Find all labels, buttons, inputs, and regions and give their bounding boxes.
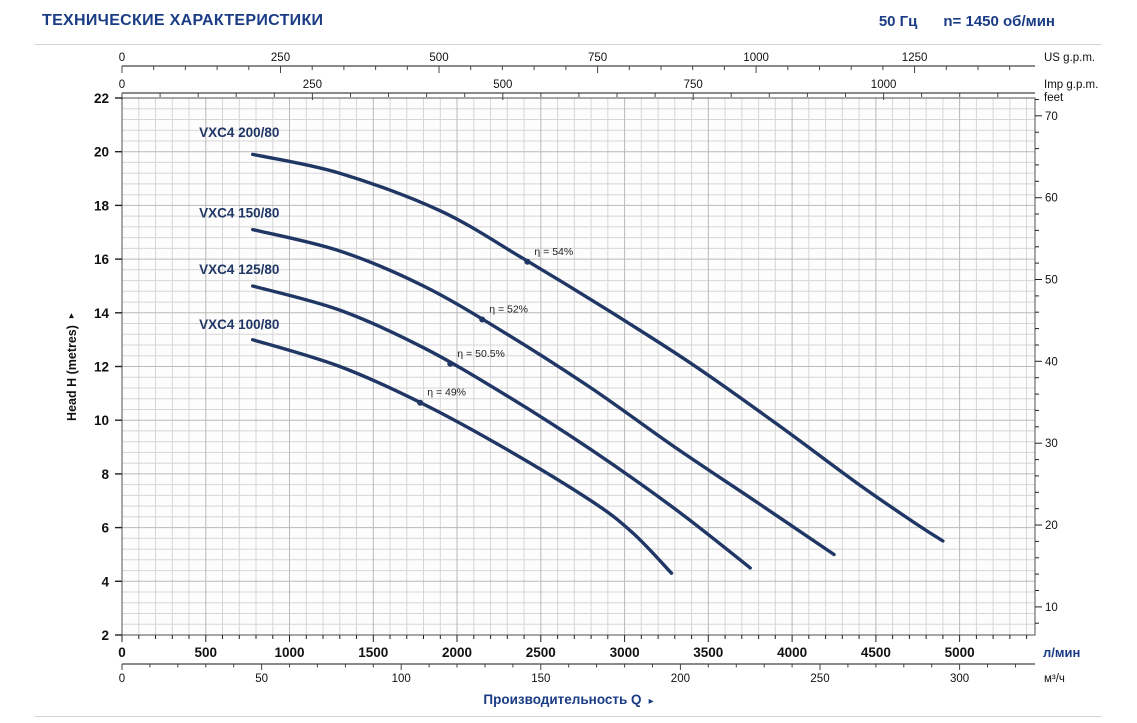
x-axis-tick-label: 5000 — [945, 645, 975, 660]
efficiency-label: η = 50.5% — [457, 348, 505, 360]
frequency-label: 50 Гц — [878, 13, 918, 30]
feet-tick-label: 50 — [1045, 275, 1058, 287]
top-axis-unit-label: US g.p.m. — [1044, 52, 1095, 64]
x-axis-tick-label: 3500 — [693, 645, 723, 660]
m3h-tick-label: 200 — [671, 673, 690, 685]
m3h-tick-label: 100 — [392, 673, 411, 685]
y-axis-tick-label: 4 — [101, 574, 109, 589]
top-axis-tick-label: 750 — [684, 79, 703, 91]
efficiency-label: η = 49% — [427, 387, 466, 399]
top-axis-tick-label: 0 — [119, 52, 125, 64]
top-axis-tick-label: 1250 — [902, 52, 928, 64]
m3h-tick-label: 150 — [531, 673, 550, 685]
top-axis-tick-label: 1000 — [743, 52, 769, 64]
right-arrow-icon: ▸ — [648, 696, 654, 707]
x-axis-tick-label: 1500 — [358, 645, 388, 660]
efficiency-marker-dot — [447, 360, 454, 367]
series-curve — [251, 152, 945, 543]
operating-conditions: 50 Гц n= 1450 об/мин — [879, 13, 1055, 30]
x-axis-tick-label: 3000 — [610, 645, 640, 660]
m3h-tick-label: 0 — [119, 673, 125, 685]
x-axis-tick-label: 0 — [118, 645, 126, 660]
m3h-tick-label: 300 — [950, 673, 969, 685]
y-axis-tick-label: 22 — [94, 91, 109, 106]
x-axis-tick-label: 4000 — [777, 645, 807, 660]
footer-divider — [35, 716, 1102, 717]
y-axis-tick-label: 20 — [94, 145, 109, 160]
top-axis-tick-label: 250 — [303, 79, 322, 91]
y-axis-tick-label: 10 — [94, 413, 109, 428]
series-curve — [251, 284, 752, 570]
x-axis-title-text: Производительность Q — [483, 692, 642, 707]
top-axis-tick-label: 750 — [588, 52, 607, 64]
efficiency-marker-dot — [479, 316, 486, 323]
feet-tick-label: 40 — [1045, 356, 1058, 368]
m3h-tick-label: 250 — [810, 673, 829, 685]
y-axis-tick-label: 16 — [94, 252, 110, 267]
x-axis-tick-label: 2500 — [526, 645, 556, 660]
y-axis-tick-label: 2 — [101, 628, 109, 643]
top-axis-tick-label: 500 — [493, 79, 512, 91]
feet-tick-label: 60 — [1045, 193, 1058, 205]
efficiency-label: η = 54% — [534, 246, 573, 258]
feet-tick-label: 20 — [1045, 520, 1058, 532]
efficiency-marker-dot — [417, 399, 424, 406]
top-axis-tick-label: 500 — [429, 52, 448, 64]
series-label: VXC4 100/80 — [199, 317, 279, 332]
speed-label: n= 1450 об/мин — [943, 13, 1055, 30]
y-axis-tick-label: 14 — [94, 306, 110, 321]
x-axis-title: Производительность Q ▸ — [0, 692, 1137, 707]
y-axis-tick-label: 18 — [94, 198, 110, 213]
header-divider — [35, 44, 1102, 45]
x-axis-tick-label: 1000 — [274, 645, 304, 660]
top-axis-unit-label: Imp g.p.m. — [1044, 79, 1098, 91]
series-curve — [251, 227, 836, 557]
x-axis-tick-label: 2000 — [442, 645, 472, 660]
series-label: VXC4 200/80 — [199, 125, 279, 140]
x-axis-tick-label: 500 — [195, 645, 218, 660]
top-axis-tick-label: 1000 — [871, 79, 897, 91]
y-axis-tick-label: 6 — [101, 521, 109, 536]
y-axis-title: Head H (metres) ▸ — [65, 313, 79, 421]
m3h-tick-label: 50 — [255, 673, 268, 685]
y-axis-tick-label: 8 — [101, 467, 109, 482]
efficiency-label: η = 52% — [489, 304, 528, 316]
feet-tick-label: 30 — [1045, 438, 1058, 450]
x-axis-unit-lpm: л/мин — [1043, 645, 1080, 660]
top-axis-tick-label: 0 — [119, 79, 125, 91]
series-curve — [251, 338, 674, 575]
feet-tick-label: 10 — [1045, 602, 1058, 614]
feet-tick-label: 70 — [1045, 111, 1058, 123]
y-axis-tick-label: 12 — [94, 360, 109, 375]
series-label: VXC4 150/80 — [199, 206, 279, 221]
page-title: ТЕХНИЧЕСКИЕ ХАРАКТЕРИСТИКИ — [42, 12, 324, 29]
x-axis-tick-label: 4500 — [861, 645, 891, 660]
top-axis-tick-label: 250 — [271, 52, 290, 64]
series-label: VXC4 125/80 — [199, 262, 279, 277]
y-axis-title-text: Head H (metres) — [65, 325, 79, 421]
feet-axis-title: feet — [1044, 92, 1064, 104]
up-arrow-icon: ▸ — [66, 313, 77, 319]
x-axis-unit-m3h: м³/ч — [1044, 673, 1065, 685]
efficiency-marker-dot — [524, 258, 531, 265]
